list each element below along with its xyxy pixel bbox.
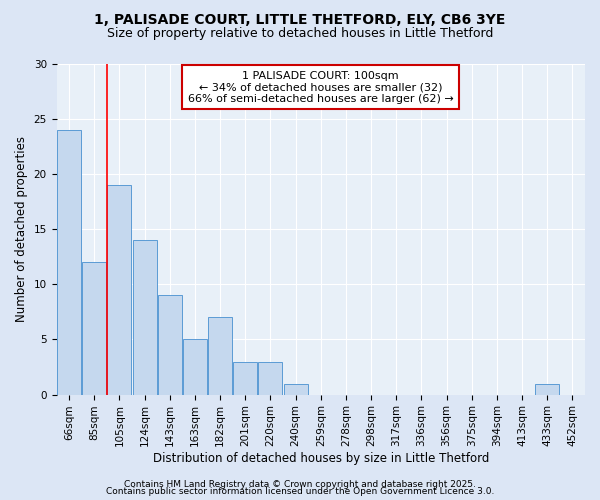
Y-axis label: Number of detached properties: Number of detached properties xyxy=(15,136,28,322)
Text: Contains public sector information licensed under the Open Government Licence 3.: Contains public sector information licen… xyxy=(106,488,494,496)
Bar xyxy=(284,384,308,394)
Bar xyxy=(57,130,81,394)
Text: 1 PALISADE COURT: 100sqm
← 34% of detached houses are smaller (32)
66% of semi-d: 1 PALISADE COURT: 100sqm ← 34% of detach… xyxy=(188,70,454,104)
Bar xyxy=(158,296,182,394)
Bar xyxy=(183,340,207,394)
Text: Size of property relative to detached houses in Little Thetford: Size of property relative to detached ho… xyxy=(107,28,493,40)
Bar xyxy=(133,240,157,394)
Bar xyxy=(259,362,283,394)
Text: Contains HM Land Registry data © Crown copyright and database right 2025.: Contains HM Land Registry data © Crown c… xyxy=(124,480,476,489)
X-axis label: Distribution of detached houses by size in Little Thetford: Distribution of detached houses by size … xyxy=(152,452,489,465)
Text: 1, PALISADE COURT, LITTLE THETFORD, ELY, CB6 3YE: 1, PALISADE COURT, LITTLE THETFORD, ELY,… xyxy=(94,12,506,26)
Bar xyxy=(233,362,257,394)
Bar xyxy=(107,185,131,394)
Bar xyxy=(535,384,559,394)
Bar xyxy=(208,318,232,394)
Bar xyxy=(82,262,106,394)
